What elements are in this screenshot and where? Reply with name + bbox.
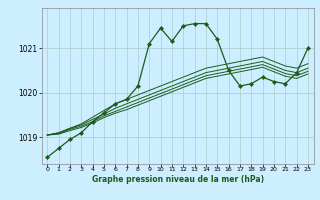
X-axis label: Graphe pression niveau de la mer (hPa): Graphe pression niveau de la mer (hPa) bbox=[92, 175, 264, 184]
